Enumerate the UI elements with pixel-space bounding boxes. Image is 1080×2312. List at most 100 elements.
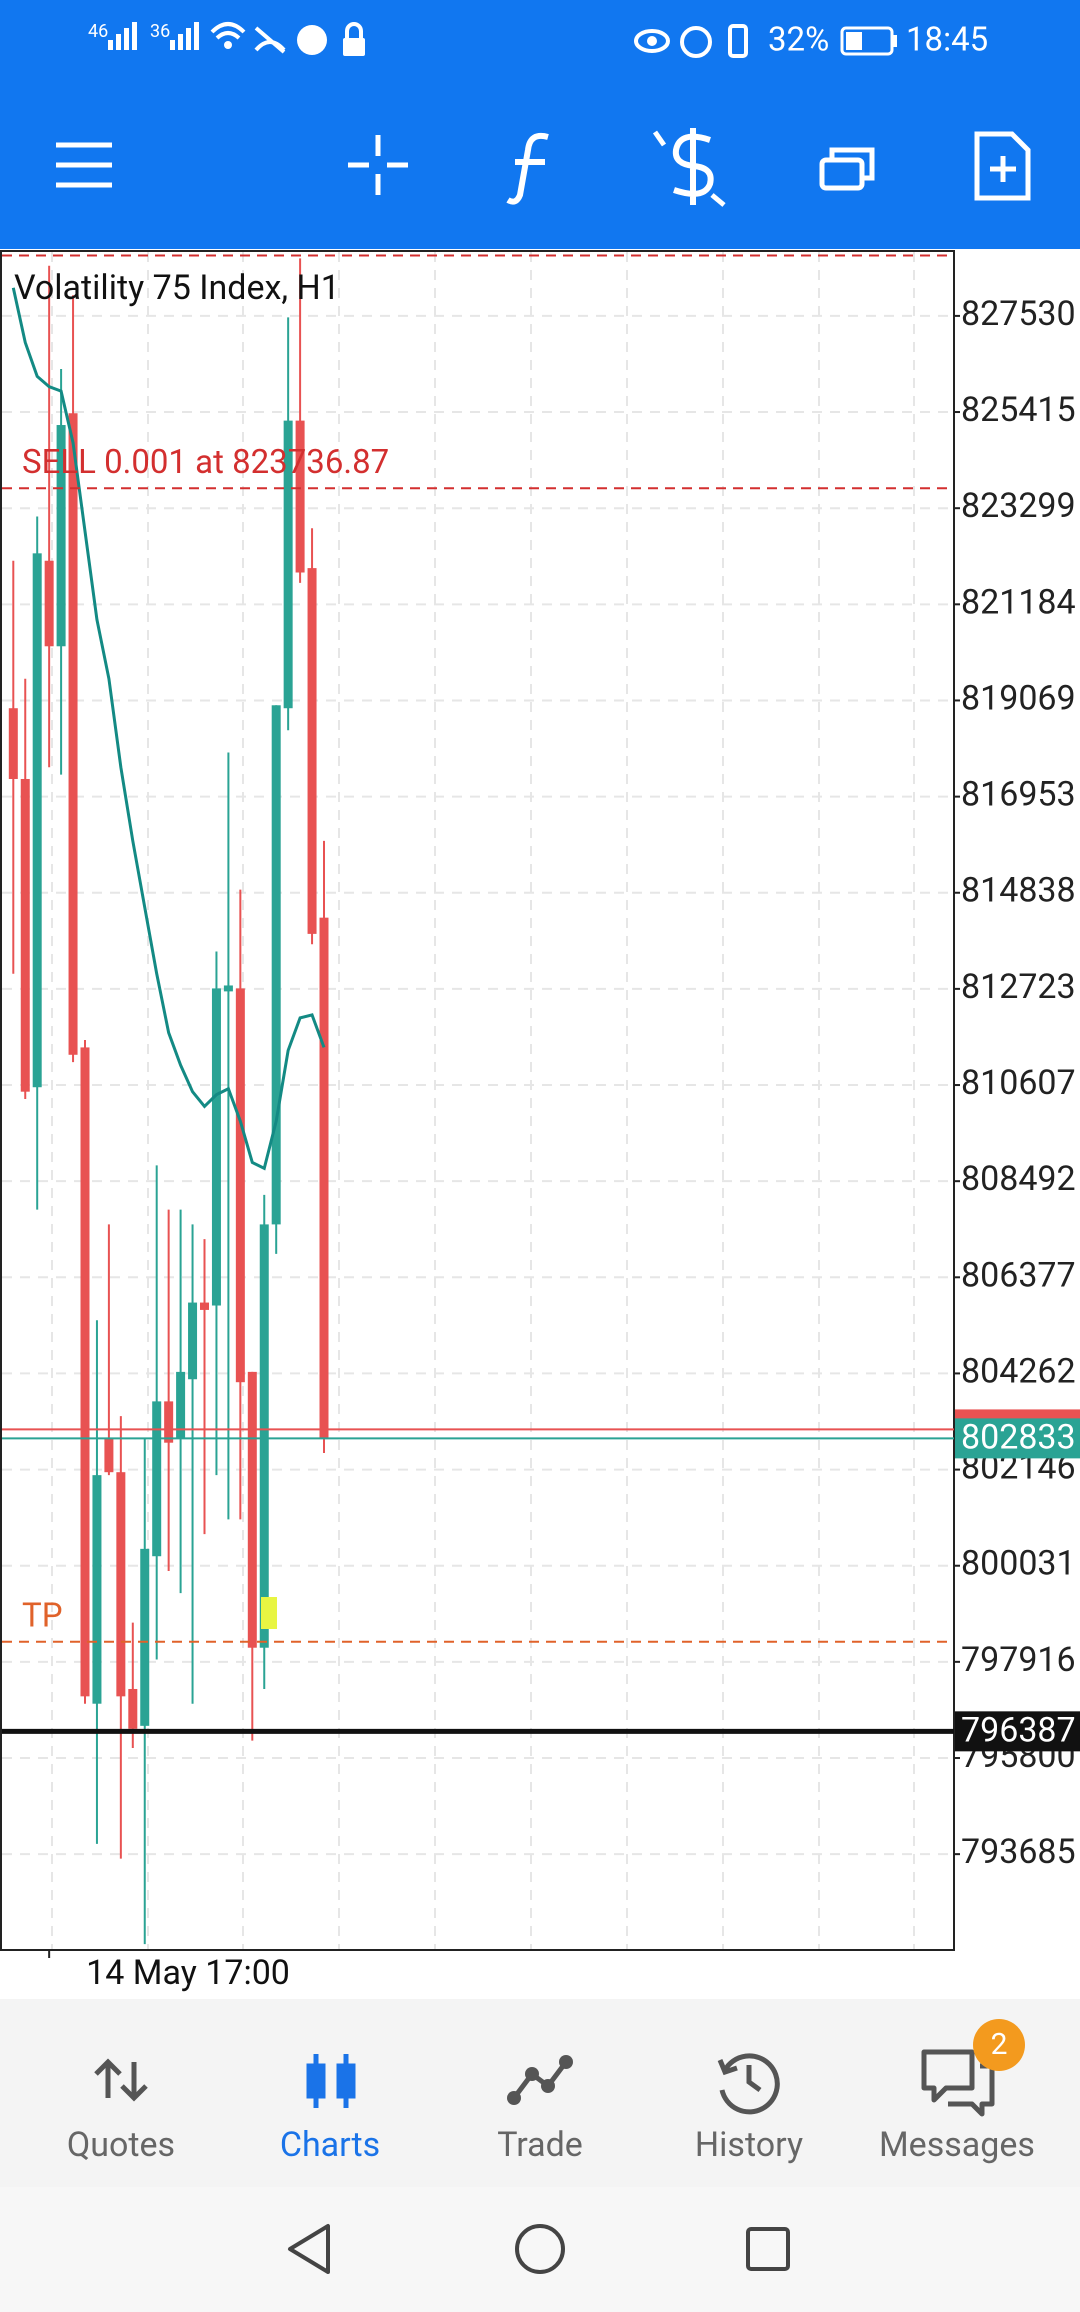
call-icon [254,26,286,54]
candle-body [152,1401,162,1557]
order-label: TP [22,1597,63,1636]
y-tick-label: 797916 [961,1640,1076,1680]
y-tick-label: 816953 [961,775,1076,815]
candle-body [200,1302,209,1310]
candle-body [128,1688,138,1729]
y-tick-label: 823299 [961,486,1076,526]
menu-button[interactable] [56,142,112,188]
nav-quotes[interactable]: Quotes [67,2058,175,2165]
candle-body [319,917,329,1439]
candle-body [116,1472,126,1697]
eye-icon [647,36,657,46]
badge-count: 2 [991,2027,1008,2062]
y-tick-label: 793685 [961,1832,1076,1872]
candle-body [223,985,233,992]
nav-history[interactable]: History [695,2053,803,2165]
new-order-button[interactable] [974,131,1031,201]
last-label: 796387 [961,1710,1076,1750]
nav-trade[interactable]: Trade [497,2055,583,2165]
candle-body [307,568,317,934]
charts-icon [306,2054,356,2108]
y-tick-label: 827530 [961,294,1076,334]
candle-body [56,425,66,647]
system-nav [0,2187,1080,2312]
candle-body [211,988,221,1306]
bottom-nav [0,1999,1080,2187]
signal-bar [108,40,113,50]
candle-body [20,778,30,1092]
network-type: 46 [88,21,108,42]
nav-label: Charts [280,2125,380,2165]
candle-body [92,1475,102,1704]
back-button[interactable] [288,2224,330,2274]
eye-icon [634,29,670,53]
y-tick-label: 800031 [961,1544,1076,1584]
toolbar [56,128,1031,207]
lock-icon [343,38,365,56]
nav-label: Messages [879,2125,1035,2165]
quotes-icon [94,2058,148,2102]
history-icon [717,2053,780,2115]
nav-label: Trade [497,2125,583,2165]
status-bar: 46 36 32% 18:45 [88,21,988,60]
clock: 18:45 [906,21,988,60]
crosshair-button[interactable] [348,135,408,195]
plot: SELL 0.001 at 823736.87 TP [2,254,960,1958]
candle-body [259,1224,269,1648]
highlight-marker [261,1597,277,1629]
signal-bar [116,34,121,50]
candle-body [176,1371,186,1439]
signal-bar [178,34,183,50]
bid-label-box [955,1418,1080,1459]
y-tick-label: 825415 [961,390,1076,430]
candle-body [44,560,54,647]
vibrate-icon [728,24,748,58]
signal-bar [194,22,199,50]
battery-percent: 32% [768,21,829,60]
trade-button[interactable] [652,128,726,207]
battery-level [846,32,862,50]
candle-body [188,1302,198,1380]
y-tick-label: 808492 [961,1159,1076,1199]
candle-body [140,1548,150,1726]
y-tick-label: 812723 [961,967,1076,1007]
candle-body [80,1047,90,1697]
nav-label: History [695,2125,803,2165]
chart-title: Volatility 75 Index, H1 [14,268,340,308]
last-label-box [955,1711,1080,1752]
candle-body [164,1401,174,1443]
candle-body [32,553,42,1088]
signal-bar [186,28,191,50]
candle-body [295,420,305,573]
indicators-button[interactable] [506,132,549,205]
nav-messages[interactable]: Messages 2 [879,2019,1035,2165]
order-label: SELL 0.001 at 823736.87 [22,443,389,482]
y-tick-label: 804262 [961,1351,1076,1391]
trade-icon [512,2060,568,2100]
y-tick-label: 819069 [961,678,1076,718]
chart-area [0,250,955,1951]
y-tick-label: 821184 [961,582,1076,622]
candle-body [104,1438,114,1473]
battery-icon [840,26,894,56]
alarm-icon [680,26,712,58]
recents-button[interactable] [746,2227,790,2271]
candle-body [271,705,281,1225]
signal-bar [124,28,129,50]
candle-body [247,1371,257,1648]
nav-label: Quotes [67,2125,175,2165]
moving-average [11,287,326,1171]
app-icon [297,25,327,55]
network-type: 36 [150,21,170,42]
nav-charts[interactable]: Charts [280,2054,380,2165]
signal-bar [170,40,175,50]
windows-button[interactable] [819,147,875,191]
home-button[interactable] [515,2224,565,2274]
lock-icon [345,22,363,38]
y-tick-label: 810607 [961,1063,1076,1103]
candle-body [235,988,245,1383]
signal-bar [132,22,137,50]
wifi-icon [224,41,232,49]
